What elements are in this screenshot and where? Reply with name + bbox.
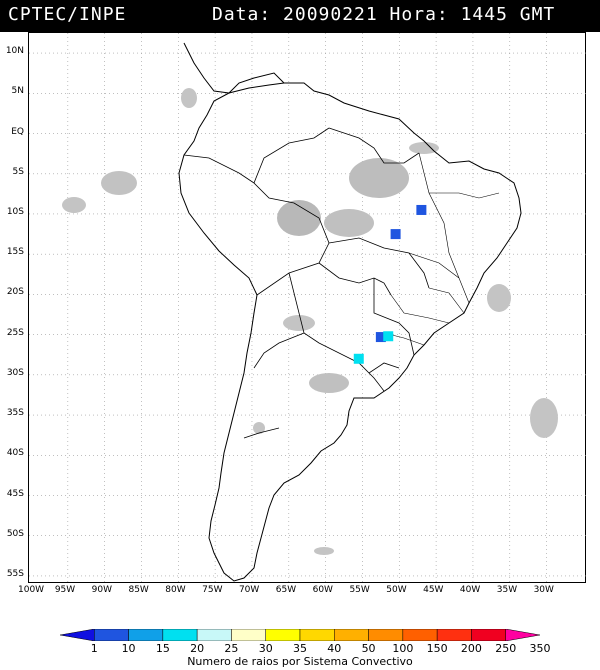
cloud-patch	[181, 88, 197, 108]
agency-label: CPTEC/INPE	[8, 4, 127, 25]
lightning-cluster-mark	[375, 332, 386, 343]
datetime-label: Data: 20090221 Hora: 1445 GMT	[212, 4, 556, 25]
cloud-cover	[62, 88, 558, 555]
cloud-patch	[101, 171, 137, 195]
colorbar-tick-label: 30	[258, 642, 273, 655]
longitude-tick-label: 45W	[423, 585, 444, 595]
longitude-tick-label: 65W	[275, 585, 297, 595]
lightning-marks	[353, 204, 427, 364]
longitude-tick-label: 85W	[128, 585, 149, 595]
cloud-patch	[314, 547, 334, 555]
latitude-tick-label: 25S	[6, 327, 24, 338]
colorbar-tick-label: 150	[426, 642, 448, 655]
lightning-cluster-mark	[383, 331, 394, 342]
map-panel	[28, 32, 587, 584]
longitude-tick-label: 50W	[386, 585, 407, 595]
colorbar-segment	[128, 629, 164, 641]
brazil-state-borders	[383, 152, 500, 346]
colorbar-segment	[94, 629, 129, 641]
colorbar-tick-label: 15	[155, 642, 170, 655]
cloud-patch	[277, 200, 321, 236]
colorbar-tick-label: 40	[327, 642, 342, 655]
cloud-patch	[530, 398, 558, 438]
longitude-tick-label: 30W	[533, 585, 554, 595]
latitude-tick-label: 5N	[11, 86, 24, 97]
cloud-patch	[349, 158, 409, 198]
colorbar-segment	[162, 629, 198, 641]
colorbar-segment	[60, 629, 95, 641]
latitude-tick-label: 50S	[6, 528, 24, 539]
south-america-coastline	[178, 82, 522, 582]
colorbar-segment	[299, 629, 335, 641]
cloud-patch	[324, 209, 374, 237]
colorbar-segment	[436, 629, 472, 641]
colorbar-tick-label: 25	[224, 642, 239, 655]
latitude-tick-label: 10S	[6, 206, 24, 217]
longitude-tick-label: 35W	[496, 585, 518, 595]
colorbar-segment	[196, 629, 232, 641]
lightning-cluster-mark	[353, 353, 364, 364]
longitude-tick-label: 90W	[91, 585, 112, 595]
map-canvas	[29, 33, 587, 584]
lightning-cluster-mark	[416, 204, 427, 215]
colorbar-tick-label: 250	[495, 642, 517, 655]
colorbar-segment	[265, 629, 301, 641]
lightning-cluster-mark	[390, 229, 401, 240]
latitude-tick-label: EQ	[11, 126, 24, 137]
longitude-tick-label: 80W	[165, 585, 186, 595]
longitude-tick-label: 40W	[459, 585, 481, 595]
colorbar-tick-label: 50	[361, 642, 376, 655]
colorbar-tick-label: 10	[121, 642, 136, 655]
colorbar-tick-label: 350	[529, 642, 551, 655]
longitude-tick-label: 60W	[312, 585, 333, 595]
colorbar-caption: Numero de raios por Sistema Convectivo	[187, 655, 413, 668]
cloud-patch	[62, 197, 86, 213]
cloud-patch	[253, 422, 265, 434]
latitude-tick-label: 35S	[6, 408, 24, 419]
cloud-patch	[409, 142, 439, 154]
latitude-tick-label: 45S	[6, 488, 24, 499]
cloud-patch	[309, 373, 349, 393]
longitude-tick-label: 75W	[202, 585, 223, 595]
country-borders	[183, 127, 430, 439]
colorbar-segment	[368, 629, 404, 641]
cloud-patch	[487, 284, 511, 312]
latitude-tick-label: 30S	[6, 367, 24, 378]
colorbar-tick-label: 35	[293, 642, 307, 655]
longitude-tick-label: 70W	[238, 585, 260, 595]
latitude-tick-label: 20S	[6, 287, 24, 298]
latitude-tick-label: 5S	[12, 166, 24, 177]
cloud-patch	[283, 315, 315, 331]
latitude-tick-label: 10N	[5, 46, 24, 57]
colorbar-tick-label: 1	[90, 642, 98, 655]
coastline-and-borders	[178, 42, 522, 582]
colorbar-segment	[231, 629, 266, 641]
colorbar-tick-label: 200	[460, 642, 482, 655]
colorbar-segment	[402, 629, 438, 641]
colorbar-segment	[334, 629, 369, 641]
latitude-tick-label: 55S	[6, 568, 24, 579]
latitude-tick-label: 15S	[6, 247, 24, 258]
colorbar-tick-label: 100	[392, 642, 414, 655]
colorbar-segment	[471, 629, 506, 641]
longitude-tick-label: 55W	[349, 585, 370, 595]
colorbar-segment	[505, 629, 540, 641]
latitude-tick-label: 40S	[6, 448, 24, 459]
longitude-tick-label: 100W	[18, 585, 45, 595]
title-bar: CPTEC/INPE Data: 20090221 Hora: 1445 GMT	[0, 0, 600, 32]
colorbar	[60, 629, 540, 641]
longitude-tick-label: 95W	[54, 585, 76, 595]
colorbar-tick-label: 20	[190, 642, 205, 655]
central-america-coastline	[183, 42, 285, 94]
